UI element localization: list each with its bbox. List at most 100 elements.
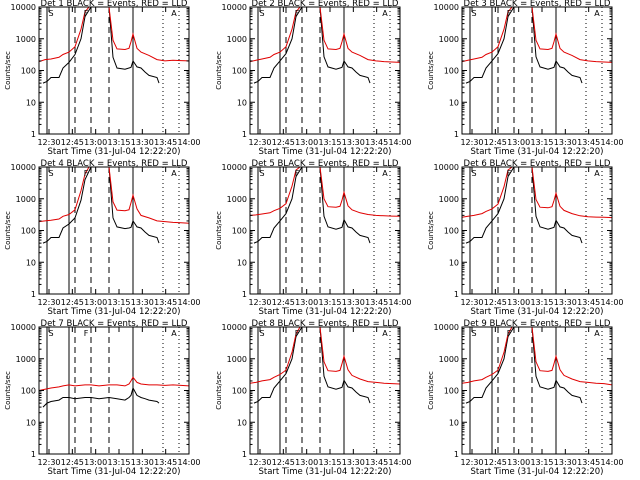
y-axis-label: Counts/sec bbox=[215, 371, 223, 410]
annotation-s: S bbox=[471, 9, 476, 18]
annotation-f: F bbox=[507, 169, 512, 178]
x-tick-label: 12:45 bbox=[484, 138, 507, 147]
detector-panel-9: 1 10 100 1000 10000 12:30 12:45 13:00 13:15 13:30… bbox=[427, 319, 624, 477]
y-tick-label: 100 bbox=[444, 227, 459, 236]
series-lld-line bbox=[462, 327, 612, 386]
y-tick-label: 1 bbox=[242, 450, 247, 459]
annotation-f: F bbox=[295, 169, 300, 178]
y-axis-label: Counts/sec bbox=[215, 51, 223, 90]
x-tick-label: 12:30 bbox=[37, 138, 60, 147]
y-tick-label: 10 bbox=[26, 418, 36, 427]
detector-panel-8: 1 10 100 1000 10000 12:30 12:45 13:00 13:15 13:30… bbox=[215, 319, 412, 477]
x-tick-label: 13:00 bbox=[84, 298, 107, 307]
x-tick-label: 13:30 bbox=[342, 458, 365, 467]
x-tick-label: 13:30 bbox=[342, 298, 365, 307]
series-lld-line bbox=[39, 167, 189, 224]
y-tick-label: 1 bbox=[454, 290, 459, 299]
x-tick-label: 13:00 bbox=[507, 458, 530, 467]
annotation-a: A bbox=[594, 329, 600, 338]
annotation-f: F bbox=[84, 9, 89, 18]
y-tick-label: 10000 bbox=[434, 3, 459, 12]
x-tick-label: 13:45 bbox=[365, 458, 388, 467]
y-tick-label: 10 bbox=[449, 258, 459, 267]
y-axis-label: Counts/sec bbox=[427, 211, 435, 250]
x-tick-label: 14:00 bbox=[388, 458, 411, 467]
x-tick-label: 13:30 bbox=[342, 138, 365, 147]
x-tick-label: 12:30 bbox=[37, 458, 60, 467]
detector-panel-7: 1 10 100 1000 10000 12:30 12:45 13:00 13:15 13:30… bbox=[4, 319, 201, 477]
x-tick-label: 13:00 bbox=[507, 298, 530, 307]
detector-panel-5: 1 10 100 1000 10000 12:30 12:45 13:00 13:15 13:30… bbox=[215, 159, 412, 317]
y-tick-label: 10 bbox=[237, 258, 247, 267]
y-tick-label: 1000 bbox=[227, 195, 247, 204]
x-axis-label: Start Time (31-Jul-04 12:22:20) bbox=[259, 467, 392, 477]
x-tick-label: 13:15 bbox=[107, 298, 130, 307]
annotation-a: A bbox=[594, 9, 600, 18]
y-axis-label: Counts/sec bbox=[427, 51, 435, 90]
y-tick-label: 1 bbox=[31, 290, 36, 299]
y-tick-label: 10 bbox=[26, 258, 36, 267]
panel-title: Det 9 BLACK = Events, RED = LLD bbox=[464, 319, 611, 329]
y-tick-label: 1000 bbox=[227, 35, 247, 44]
y-tick-label: 100 bbox=[21, 67, 36, 76]
x-tick-label: 13:15 bbox=[318, 458, 341, 467]
x-tick-label: 13:30 bbox=[131, 138, 154, 147]
x-tick-label: 13:30 bbox=[131, 298, 154, 307]
annotation-a: A bbox=[171, 329, 177, 338]
y-tick-label: 100 bbox=[444, 387, 459, 396]
x-tick-label: 13:45 bbox=[577, 458, 600, 467]
y-tick-label: 10 bbox=[449, 418, 459, 427]
y-tick-label: 1 bbox=[31, 130, 36, 139]
y-tick-label: 100 bbox=[232, 67, 247, 76]
x-tick-label: 13:45 bbox=[154, 298, 177, 307]
x-tick-label: 13:45 bbox=[365, 298, 388, 307]
y-tick-label: 1000 bbox=[439, 355, 459, 364]
y-tick-label: 10000 bbox=[222, 163, 247, 172]
annotation-s: S bbox=[48, 9, 53, 18]
series-events-line bbox=[42, 7, 160, 84]
panel-title: Det 4 BLACK = Events, RED = LLD bbox=[41, 159, 188, 169]
x-tick-label: 13:00 bbox=[295, 138, 318, 147]
y-tick-label: 1000 bbox=[16, 195, 36, 204]
x-axis-label: Start Time (31-Jul-04 12:22:20) bbox=[48, 467, 181, 477]
x-tick-label: 13:45 bbox=[154, 458, 177, 467]
x-tick-label: 12:30 bbox=[248, 458, 271, 467]
y-tick-label: 10000 bbox=[11, 323, 36, 332]
y-tick-label: 10 bbox=[237, 418, 247, 427]
x-tick-label: 12:45 bbox=[61, 298, 84, 307]
annotation-a: A bbox=[171, 169, 177, 178]
detector-panel-6: 1 10 100 1000 10000 12:30 12:45 13:00 13:15 13:30… bbox=[427, 159, 624, 317]
annotation-f: F bbox=[84, 169, 89, 178]
y-tick-label: 10000 bbox=[222, 323, 247, 332]
x-tick-label: 13:00 bbox=[295, 298, 318, 307]
x-tick-label: 12:45 bbox=[61, 458, 84, 467]
x-tick-label: 13:45 bbox=[154, 138, 177, 147]
annotation-f: F bbox=[84, 329, 89, 338]
x-tick-label: 12:45 bbox=[272, 458, 295, 467]
annotation-a: A bbox=[382, 169, 388, 178]
annotation-f: F bbox=[295, 9, 300, 18]
y-tick-label: 10000 bbox=[222, 3, 247, 12]
x-tick-label: 12:45 bbox=[484, 458, 507, 467]
series-lld-line bbox=[39, 376, 189, 391]
y-axis-label: Counts/sec bbox=[215, 211, 223, 250]
x-tick-label: 13:30 bbox=[554, 298, 577, 307]
y-tick-label: 100 bbox=[444, 67, 459, 76]
x-tick-label: 12:45 bbox=[484, 298, 507, 307]
x-axis-label: Start Time (31-Jul-04 12:22:20) bbox=[48, 307, 181, 317]
x-axis-label: Start Time (31-Jul-04 12:22:20) bbox=[471, 467, 604, 477]
annotation-s: S bbox=[259, 169, 264, 178]
y-tick-label: 1000 bbox=[439, 35, 459, 44]
y-tick-label: 10 bbox=[449, 98, 459, 107]
y-tick-label: 1 bbox=[454, 450, 459, 459]
x-axis-label: Start Time (31-Jul-04 12:22:20) bbox=[471, 307, 604, 317]
y-tick-label: 1 bbox=[242, 290, 247, 299]
series-lld-line bbox=[462, 167, 612, 219]
y-tick-label: 100 bbox=[21, 387, 36, 396]
x-axis-label: Start Time (31-Jul-04 12:22:20) bbox=[471, 147, 604, 157]
x-axis-label: Start Time (31-Jul-04 12:22:20) bbox=[259, 147, 392, 157]
x-tick-label: 13:30 bbox=[131, 458, 154, 467]
detector-panel-1: 1 10 100 1000 10000 12:30 12:45 13:00 13:15 13:30… bbox=[4, 0, 201, 157]
detector-panel-3: 1 10 100 1000 10000 12:30 12:45 13:00 13:15 13:30… bbox=[427, 0, 624, 157]
